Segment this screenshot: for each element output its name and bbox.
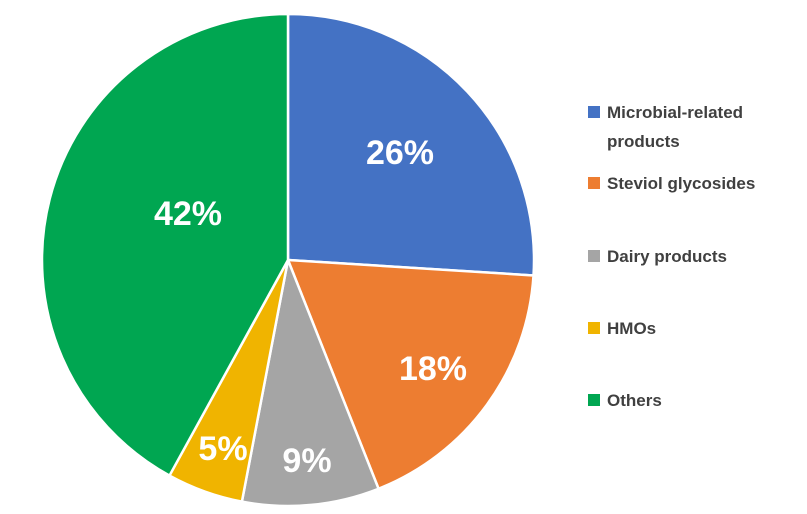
data-label-hmos: 5% xyxy=(198,430,247,468)
legend-item-others: Others xyxy=(588,386,662,415)
legend-label: Steviol glycosides xyxy=(607,174,756,193)
data-label-steviol-glycosides: 18% xyxy=(399,350,467,388)
legend-swatch-icon xyxy=(588,394,600,406)
legend-item-microbial-related-products: Microbial-related products xyxy=(588,98,797,156)
legend-item-steviol-glycosides: Steviol glycosides xyxy=(588,169,755,198)
pie-slice-steviol-glycosides xyxy=(286,258,535,490)
legend-label: Microbial-related products xyxy=(607,103,744,151)
legend-label: Dairy products xyxy=(607,247,727,266)
legend-swatch-icon xyxy=(588,177,600,189)
pie-slice-others xyxy=(40,12,290,477)
legend-swatch-icon xyxy=(588,250,600,262)
data-label-others: 42% xyxy=(154,195,222,233)
legend-swatch-icon xyxy=(588,106,600,118)
legend-item-dairy-products: Dairy products xyxy=(588,242,727,271)
data-label-dairy-products: 9% xyxy=(282,442,331,480)
pie-slice-dairy-products xyxy=(240,258,380,508)
chart-legend: Microbial-related products Steviol glyco… xyxy=(588,0,803,514)
legend-swatch-icon xyxy=(588,322,600,334)
legend-label: HMOs xyxy=(607,319,657,338)
pie-chart: 26% 18% 9% 5% 42% xyxy=(40,12,536,508)
legend-label: Others xyxy=(607,391,662,410)
pie-slice-microbial-related-products xyxy=(286,12,536,277)
legend-item-hmos: HMOs xyxy=(588,314,656,343)
data-label-microbial-related-products: 26% xyxy=(366,134,434,172)
